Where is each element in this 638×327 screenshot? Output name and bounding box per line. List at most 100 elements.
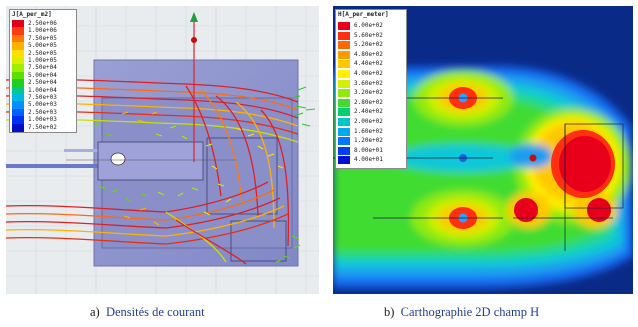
legend-value: 4.80e+02 xyxy=(354,50,383,58)
legend-swatch xyxy=(338,156,350,165)
legend-entry: 7.50e+04 xyxy=(12,64,57,73)
origin-marker xyxy=(191,37,197,43)
legend-value: 2.50e+05 xyxy=(28,49,57,57)
legend-swatch xyxy=(12,64,24,73)
legend-value: 2.50e+04 xyxy=(28,79,57,87)
field-hot-spots xyxy=(449,87,615,229)
legend-value: 3.20e+02 xyxy=(354,89,383,97)
legend-entry: 1.20e+02 xyxy=(338,137,383,146)
legend-value: 7.50e+02 xyxy=(28,123,57,131)
legend-value: 2.00e+02 xyxy=(354,118,383,125)
component-box-bottom xyxy=(230,220,287,262)
legend-entry: 7.50e+03 xyxy=(12,94,57,102)
legend-value: 5.00e+04 xyxy=(28,71,57,79)
legend-entry: 8.00e+01 xyxy=(338,146,383,155)
caption-label: a) xyxy=(90,305,100,319)
legend-swatch xyxy=(338,127,350,136)
legend-value: 1.60e+02 xyxy=(354,127,383,135)
legend-swatch xyxy=(338,41,350,50)
field-contour-bands xyxy=(333,65,633,288)
legend-entry: 4.40e+02 xyxy=(338,60,383,69)
caption-text: Carthographie 2D champ H xyxy=(400,305,540,319)
legend-swatch xyxy=(12,34,24,43)
legend-entry: 2.80e+02 xyxy=(338,98,383,107)
legend-swatch xyxy=(338,118,350,126)
legend-swatch xyxy=(338,70,350,78)
legend-swatch xyxy=(12,108,24,117)
legend-value: 1.00e+05 xyxy=(28,57,57,64)
legend-value: 5.20e+02 xyxy=(354,41,383,49)
legend-value: 1.00e+06 xyxy=(28,27,57,35)
legend-swatch xyxy=(338,79,350,88)
legend-entry: 4.00e+02 xyxy=(338,70,383,78)
legend-swatch xyxy=(12,20,24,28)
legend-entry: 2.00e+02 xyxy=(338,118,383,126)
legend-swatch xyxy=(338,60,350,69)
current-density-scene xyxy=(6,6,319,294)
current-density-view: J[A_per_m2] 2.50e+06 1.00e+06 7.50e+05 5.00… xyxy=(6,6,319,294)
legend-value: 4.40e+02 xyxy=(354,60,383,68)
h-field-map: H[A_per_meter] 6.00e+02 5.60e+02 5.20e+02 4… xyxy=(333,6,633,294)
legend-entry: 1.00e+04 xyxy=(12,86,57,95)
legend-value: 2.50e+06 xyxy=(28,20,57,27)
legend-value: 1.00e+04 xyxy=(28,86,57,94)
legend-value: 2.40e+02 xyxy=(354,108,383,116)
legend-swatch xyxy=(338,31,350,40)
component-box-right xyxy=(206,137,278,215)
legend-entry: 2.50e+04 xyxy=(12,79,57,88)
legend-swatch xyxy=(338,50,350,59)
legend-entry: 6.00e+02 xyxy=(338,22,383,30)
legend-entry: 3.20e+02 xyxy=(338,89,383,98)
legend-value: 8.00e+01 xyxy=(354,146,383,154)
legend-entry: 2.40e+02 xyxy=(338,108,383,117)
legend-entry: 5.60e+02 xyxy=(338,31,383,40)
legend-title: J[A_per_m2] xyxy=(12,11,52,18)
legend-swatch xyxy=(12,42,24,51)
feed-line xyxy=(6,164,102,168)
current-streamlines-lower xyxy=(6,181,289,265)
legend-value: 7.50e+03 xyxy=(28,94,57,101)
feed-stub xyxy=(64,149,102,152)
current-density-legend: J[A_per_m2] 2.50e+06 1.00e+06 7.50e+05 5.00… xyxy=(9,9,77,133)
legend-entry: 1.00e+05 xyxy=(12,57,57,65)
legend-title: H[A_per_meter] xyxy=(338,11,389,18)
legend-entry: 4.00e+01 xyxy=(338,156,383,165)
legend-swatch xyxy=(12,116,24,125)
z-axis-arrow xyxy=(190,12,198,22)
legend-swatch xyxy=(12,86,24,95)
legend-swatch xyxy=(338,22,350,30)
legend-entry: 7.50e+05 xyxy=(12,34,57,43)
legend-swatch xyxy=(12,123,24,132)
low-density-scatter xyxy=(93,86,316,263)
legend-value: 2.80e+02 xyxy=(354,98,383,106)
component-hole xyxy=(110,152,126,166)
legend-swatch xyxy=(12,101,24,110)
caption-a: a) Densités de courant xyxy=(90,305,205,320)
caption-text: Densités de courant xyxy=(105,305,205,319)
legend-entry: 5.00e+05 xyxy=(12,42,57,51)
legend-swatch xyxy=(338,137,350,146)
legend-value: 7.50e+04 xyxy=(28,64,57,72)
legend-swatch xyxy=(338,89,350,98)
legend-swatch xyxy=(338,146,350,155)
legend-swatch xyxy=(12,94,24,102)
legend-value: 5.00e+03 xyxy=(28,101,57,109)
caption-b: b) Carthographie 2D champ H xyxy=(384,305,539,320)
legend-value: 1.20e+02 xyxy=(354,137,383,145)
legend-entry: 1.00e+06 xyxy=(12,27,57,36)
legend-entry: 4.80e+02 xyxy=(338,50,383,59)
legend-value: 3.60e+02 xyxy=(354,79,383,87)
legend-swatch xyxy=(338,98,350,107)
legend-value: 4.00e+01 xyxy=(354,156,383,164)
legend-entry: 5.20e+02 xyxy=(338,41,383,50)
legend-entry: 2.50e+05 xyxy=(12,49,57,58)
h-field-contours xyxy=(333,6,633,294)
legend-value: 5.60e+02 xyxy=(354,31,383,39)
legend-entry: 5.00e+03 xyxy=(12,101,57,110)
legend-swatch xyxy=(12,79,24,88)
legend-swatch xyxy=(12,27,24,36)
legend-swatch xyxy=(12,57,24,65)
legend-swatch xyxy=(12,49,24,58)
legend-entry: 2.50e+03 xyxy=(12,108,57,117)
legend-entry: 2.50e+06 xyxy=(12,20,57,28)
